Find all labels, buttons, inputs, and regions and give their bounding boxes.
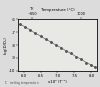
X-axis label: Temperature (°C): Temperature (°C): [41, 8, 74, 12]
Point: [19, 24, 21, 25]
Point: [30, 29, 31, 31]
Point: [50, 41, 52, 42]
Point: [75, 56, 77, 57]
X-axis label: x10² (T⁻¹): x10² (T⁻¹): [48, 80, 67, 84]
Point: [65, 50, 67, 52]
Point: [40, 35, 41, 37]
Text: T$_f$: T$_f$: [29, 5, 35, 13]
Point: [80, 59, 82, 60]
Point: [55, 44, 57, 46]
Point: [60, 47, 62, 48]
Y-axis label: log(D/D₀): log(D/D₀): [4, 36, 8, 54]
Point: [35, 33, 36, 34]
Text: T$_f$   melting temperature: T$_f$ melting temperature: [4, 79, 40, 87]
Point: [86, 62, 87, 63]
Point: [91, 64, 92, 66]
Point: [24, 26, 26, 28]
Point: [70, 53, 72, 54]
Point: [45, 39, 46, 40]
Point: [94, 66, 96, 68]
